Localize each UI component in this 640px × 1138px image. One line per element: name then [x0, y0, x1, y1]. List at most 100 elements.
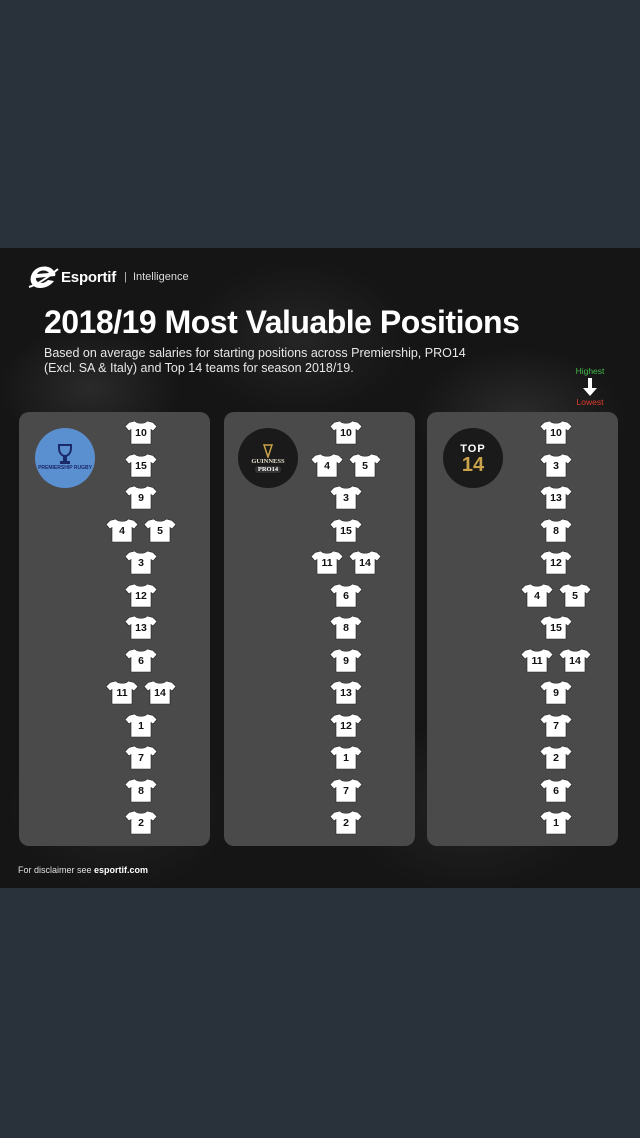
position-rank-row: 3 [330, 485, 362, 510]
jersey-number: 5 [157, 524, 163, 537]
position-rank-row: 3 [540, 453, 572, 478]
jersey-icon: 1 [330, 745, 362, 770]
legend-highest-label: Highest [575, 366, 605, 376]
jersey-icon: 9 [540, 680, 572, 705]
jersey-icon: 13 [330, 680, 362, 705]
harp-icon [262, 443, 274, 458]
position-rank-row: 13 [125, 615, 157, 640]
jersey-number: 1 [343, 752, 349, 764]
jersey-icon: 15 [540, 615, 572, 640]
jersey-number: 13 [135, 622, 147, 634]
jersey-icon: 12 [125, 583, 157, 608]
position-rank-row: 2 [540, 745, 572, 770]
jersey-icon: 2 [540, 745, 572, 770]
jersey-number: 2 [138, 817, 144, 829]
position-rank-row: 11 14 [311, 550, 381, 575]
position-rank-row: 9 [125, 485, 157, 510]
brand-name: Esportif [61, 268, 117, 286]
jersey-number: 7 [343, 784, 349, 797]
position-rank-row: 6 [540, 778, 572, 803]
position-rank-row: 13 [330, 680, 362, 705]
jersey-number: 10 [340, 427, 352, 439]
jersey-number: 3 [138, 557, 144, 569]
jersey-number: 2 [553, 752, 559, 764]
panel-pro14: GUINNESS PRO14 10 4 5 3 15 11 14 6 8 9 13 12 1 7 2 [224, 412, 415, 846]
jersey-number: 8 [138, 784, 144, 797]
jersey-icon: 4 [106, 518, 138, 543]
jersey-number: 1 [553, 817, 559, 829]
jersey-icon: 7 [540, 713, 572, 738]
jersey-number: 12 [550, 557, 562, 569]
premiership-logo-text: PREMIERSHIP RUGBY [38, 465, 92, 472]
jersey-number: 5 [362, 459, 368, 472]
jersey-number: 8 [343, 622, 349, 634]
jersey-icon: 11 [106, 680, 138, 705]
jersey-number: 7 [138, 752, 144, 764]
legend-lowest-label: Lowest [576, 397, 604, 407]
jersey-icon: 10 [540, 420, 572, 445]
disclaimer-link[interactable]: esportif.com [94, 865, 149, 875]
position-rank-row: 8 [125, 778, 157, 803]
jersey-number: 9 [553, 687, 559, 699]
jersey-number: 4 [119, 524, 125, 537]
jersey-icon: 10 [125, 420, 157, 445]
jersey-icon: 2 [330, 810, 362, 835]
position-rank-row: 13 [540, 485, 572, 510]
position-rank-row: 1 [330, 745, 362, 770]
jersey-icon: 12 [330, 713, 362, 738]
arrow-down-icon [583, 378, 597, 396]
esportif-logo-icon [28, 266, 59, 288]
jersey-number: 3 [553, 459, 559, 472]
jersey-icon: 13 [540, 485, 572, 510]
jersey-icon: 9 [125, 485, 157, 510]
jersey-icon: 5 [349, 453, 381, 478]
brand-separator: | [124, 271, 127, 283]
jersey-number: 11 [321, 557, 333, 569]
pro14-logo-text: PRO14 [254, 465, 282, 473]
position-rank-row: 8 [330, 615, 362, 640]
position-rank-row: 6 [330, 583, 362, 608]
jersey-icon: 6 [330, 583, 362, 608]
brand-subtitle: Intelligence [132, 271, 189, 283]
jersey-number: 13 [340, 687, 352, 699]
panel-top14: TOP 14 10 3 13 8 12 4 5 15 11 14 9 7 2 6 1 [427, 412, 618, 846]
position-rank-row: 11 14 [106, 680, 176, 705]
guinness-logo-text: GUINNESS [251, 457, 285, 465]
position-rank-row: 15 [540, 615, 572, 640]
position-rank-row: 6 [125, 648, 157, 673]
jersey-icon: 15 [125, 453, 157, 478]
jersey-icon: 5 [559, 583, 591, 608]
jersey-number: 15 [340, 524, 352, 537]
jersey-icon: 8 [330, 615, 362, 640]
disclaimer-footer: For disclaimer see esportif.com [18, 865, 148, 875]
jersey-icon: 14 [349, 550, 381, 575]
jersey-number: 14 [569, 654, 581, 667]
jersey-icon: 12 [540, 550, 572, 575]
brand-header: Esportif | Intelligence [26, 262, 189, 292]
position-rank-row: 1 [125, 713, 157, 738]
panel-premiership: PREMIERSHIP RUGBY 10 15 9 4 5 3 12 13 6 11 14 1 7 8 2 [19, 412, 210, 846]
jersey-number: 11 [116, 687, 128, 699]
jersey-number: 11 [531, 654, 543, 667]
position-rank-row: 10 [540, 420, 572, 445]
position-rank-row: 8 [540, 518, 572, 543]
position-rank-row: 1 [540, 810, 572, 835]
jersey-number: 6 [138, 654, 144, 667]
jersey-number: 6 [343, 589, 349, 602]
jersey-number: 14 [154, 687, 166, 699]
jersey-icon: 13 [125, 615, 157, 640]
jersey-icon: 11 [311, 550, 343, 575]
position-rank-row: 11 14 [521, 648, 591, 673]
jersey-number: 5 [572, 589, 578, 602]
position-rank-row: 7 [125, 745, 157, 770]
jersey-number: 12 [135, 589, 147, 602]
position-rank-row: 15 [330, 518, 362, 543]
top14-logo-number: 14 [461, 453, 485, 476]
jersey-icon: 7 [125, 745, 157, 770]
jersey-icon: 14 [559, 648, 591, 673]
jersey-number: 15 [550, 622, 562, 634]
jersey-number: 8 [553, 524, 559, 537]
jersey-number: 12 [340, 719, 352, 732]
